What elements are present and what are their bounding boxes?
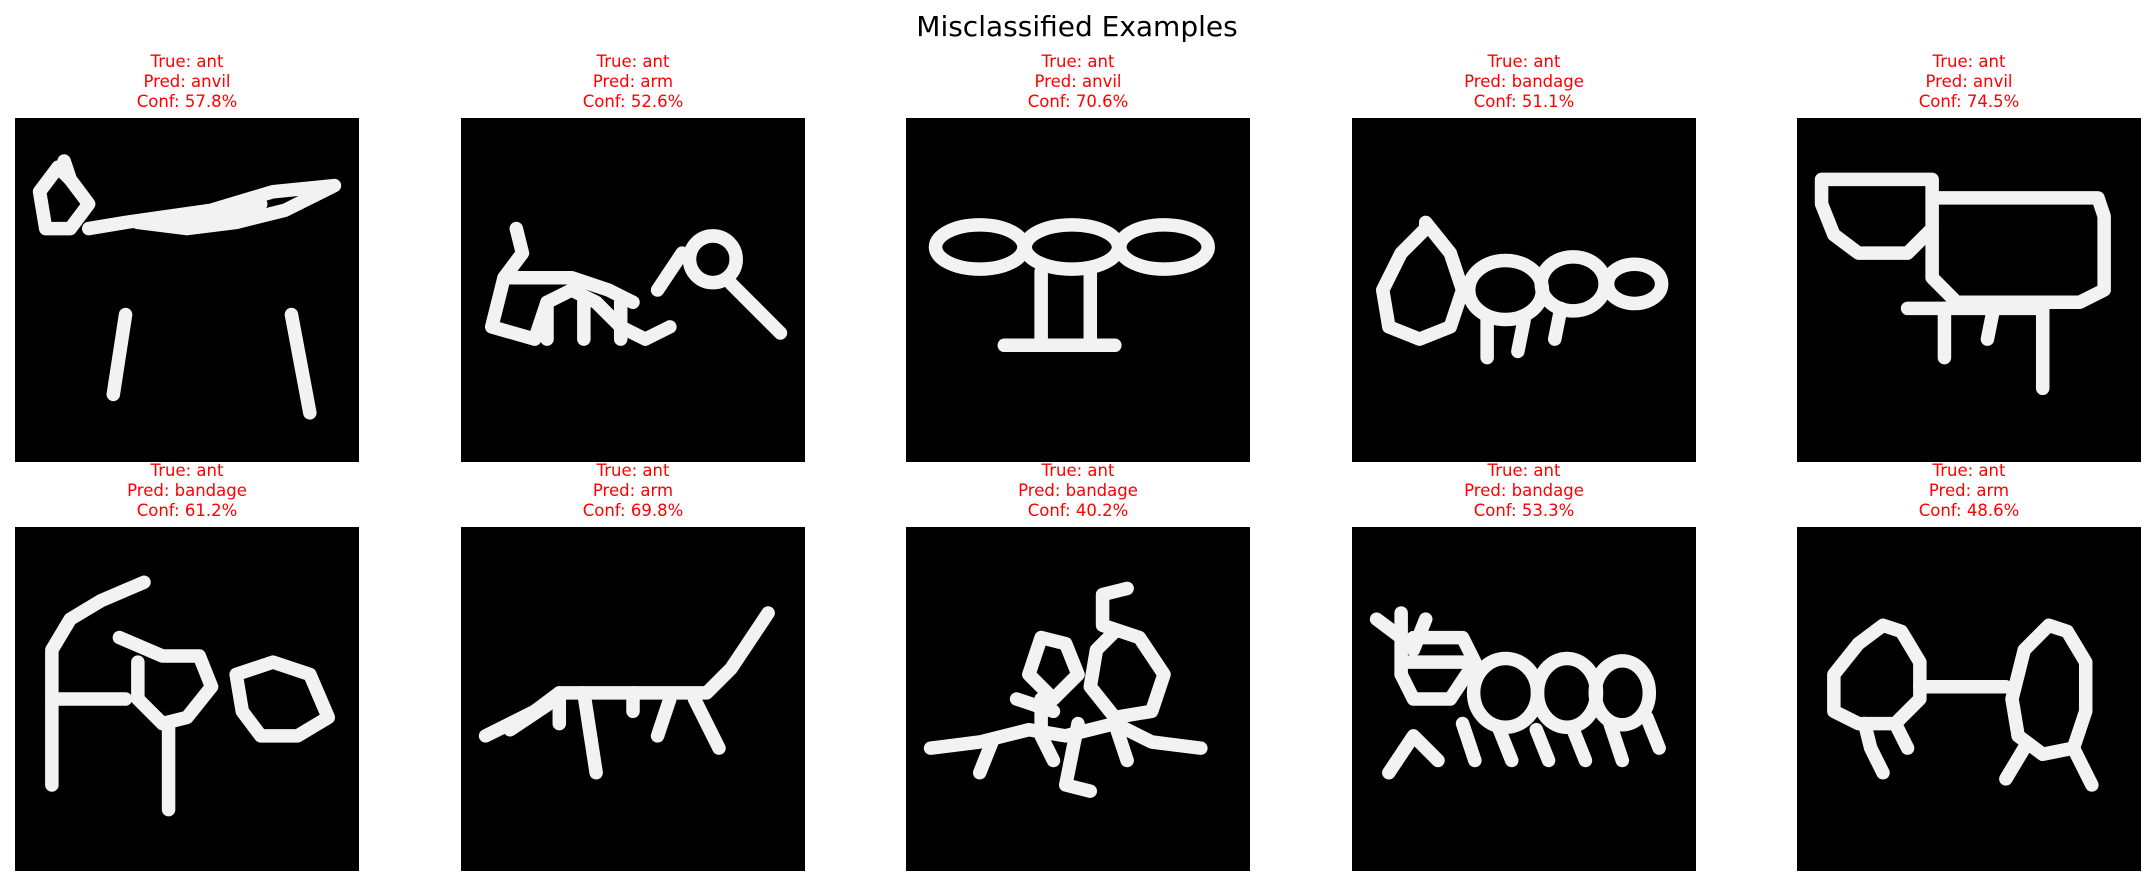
sketch-image [1797, 527, 2141, 871]
conf-label: Conf: 40.2% [1027, 501, 1129, 520]
conf-label: Conf: 53.3% [1473, 501, 1575, 520]
pred-label: Pred: bandage [127, 481, 247, 500]
panel-label: True: ant Pred: bandage Conf: 53.3% [1352, 461, 1696, 521]
panel-8: True: ant Pred: bandage Conf: 40.2% [906, 461, 1250, 871]
true-label: True: ant [596, 52, 670, 71]
sketch-image [1352, 118, 1696, 462]
sketch-image [1352, 527, 1696, 871]
conf-label: Conf: 74.5% [1918, 92, 2020, 111]
conf-label: Conf: 61.2% [136, 501, 238, 520]
panel-2: True: ant Pred: arm Conf: 52.6% [461, 52, 805, 462]
sketch-image [1797, 118, 2141, 462]
sketch-image [461, 118, 805, 462]
pred-label: Pred: arm [592, 481, 674, 500]
conf-label: Conf: 51.1% [1473, 92, 1575, 111]
panel-label: True: ant Pred: bandage Conf: 51.1% [1352, 52, 1696, 112]
panel-5: True: ant Pred: anvil Conf: 74.5% [1797, 52, 2141, 462]
pred-label: Pred: arm [592, 72, 674, 91]
panel-label: True: ant Pred: bandage Conf: 61.2% [15, 461, 359, 521]
pred-label: Pred: arm [1928, 481, 2010, 500]
pred-label: Pred: anvil [1925, 72, 2013, 91]
true-label: True: ant [1932, 461, 2006, 480]
sketch-image [906, 118, 1250, 462]
pred-label: Pred: bandage [1018, 481, 1138, 500]
sketch-image [461, 527, 805, 871]
pred-label: Pred: bandage [1464, 481, 1584, 500]
panel-7: True: ant Pred: arm Conf: 69.8% [461, 461, 805, 871]
true-label: True: ant [150, 461, 224, 480]
pred-label: Pred: anvil [143, 72, 231, 91]
pred-label: Pred: anvil [1034, 72, 1122, 91]
sketch-image [15, 527, 359, 871]
panel-label: True: ant Pred: anvil Conf: 70.6% [906, 52, 1250, 112]
panel-3: True: ant Pred: anvil Conf: 70.6% [906, 52, 1250, 462]
panel-label: True: ant Pred: arm Conf: 69.8% [461, 461, 805, 521]
conf-label: Conf: 52.6% [582, 92, 684, 111]
chart-title: Misclassified Examples [916, 10, 1238, 43]
true-label: True: ant [1932, 52, 2006, 71]
true-label: True: ant [1487, 52, 1561, 71]
panel-1: True: ant Pred: anvil Conf: 57.8% [15, 52, 359, 462]
conf-label: Conf: 69.8% [582, 501, 684, 520]
conf-label: Conf: 57.8% [136, 92, 238, 111]
true-label: True: ant [1487, 461, 1561, 480]
panel-label: True: ant Pred: anvil Conf: 74.5% [1797, 52, 2141, 112]
panel-10: True: ant Pred: arm Conf: 48.6% [1797, 461, 2141, 871]
panel-label: True: ant Pred: bandage Conf: 40.2% [906, 461, 1250, 521]
sketch-image [906, 527, 1250, 871]
pred-label: Pred: bandage [1464, 72, 1584, 91]
panel-4: True: ant Pred: bandage Conf: 51.1% [1352, 52, 1696, 462]
panel-label: True: ant Pred: arm Conf: 48.6% [1797, 461, 2141, 521]
panel-label: True: ant Pred: arm Conf: 52.6% [461, 52, 805, 112]
sketch-image [15, 118, 359, 462]
true-label: True: ant [1041, 461, 1115, 480]
true-label: True: ant [596, 461, 670, 480]
panel-label: True: ant Pred: anvil Conf: 57.8% [15, 52, 359, 112]
true-label: True: ant [150, 52, 224, 71]
panel-6: True: ant Pred: bandage Conf: 61.2% [15, 461, 359, 871]
conf-label: Conf: 48.6% [1918, 501, 2020, 520]
panel-9: True: ant Pred: bandage Conf: 53.3% [1352, 461, 1696, 871]
conf-label: Conf: 70.6% [1027, 92, 1129, 111]
true-label: True: ant [1041, 52, 1115, 71]
